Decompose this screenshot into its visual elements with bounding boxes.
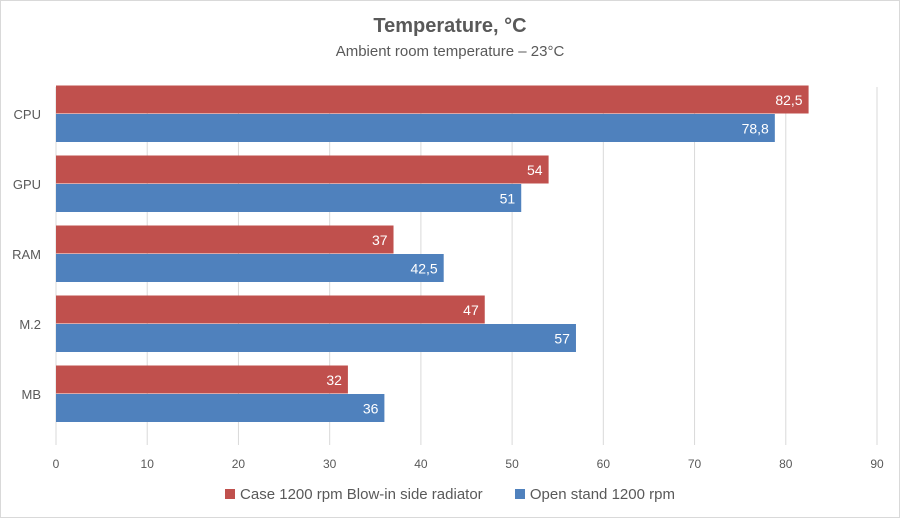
legend-swatch xyxy=(514,489,525,499)
bar xyxy=(56,114,775,142)
data-label: 36 xyxy=(363,400,379,416)
data-label: 57 xyxy=(554,330,570,346)
y-category-label: M.2 xyxy=(19,317,41,332)
chart-title: Temperature, °C xyxy=(373,15,527,37)
data-label: 37 xyxy=(372,232,388,248)
x-tick-label: 10 xyxy=(141,457,155,471)
bar xyxy=(56,324,576,352)
bar xyxy=(56,184,522,212)
bar xyxy=(56,295,485,324)
data-label: 54 xyxy=(527,162,543,178)
bar xyxy=(56,254,444,282)
bar xyxy=(56,155,549,184)
legend-item-open: Open stand 1200 rpm xyxy=(514,486,675,503)
data-label: 47 xyxy=(463,302,479,318)
legend-item-case: Case 1200 rpm Blow-in side radiator xyxy=(225,486,483,503)
y-category-label: GPU xyxy=(13,177,41,192)
x-tick-label: 30 xyxy=(323,457,337,471)
bar xyxy=(56,225,394,254)
x-tick-label: 80 xyxy=(779,457,793,471)
data-label: 32 xyxy=(326,372,342,388)
x-tick-label: 60 xyxy=(597,457,611,471)
data-label: 82,5 xyxy=(775,92,802,108)
data-label: 51 xyxy=(500,190,516,206)
legend-label: Case 1200 rpm Blow-in side radiator xyxy=(240,486,483,503)
x-tick-label: 70 xyxy=(688,457,702,471)
x-tick-label: 90 xyxy=(870,457,884,471)
y-category-label: MB xyxy=(22,387,42,402)
data-label: 42,5 xyxy=(410,260,437,276)
y-category-label: CPU xyxy=(14,107,41,122)
y-category-label: RAM xyxy=(12,247,41,262)
bar xyxy=(56,85,809,114)
data-label: 78,8 xyxy=(742,120,769,136)
bar xyxy=(56,365,348,394)
x-tick-label: 50 xyxy=(505,457,519,471)
bar xyxy=(56,394,385,422)
legend-label: Open stand 1200 rpm xyxy=(529,486,675,503)
x-tick-label: 0 xyxy=(53,457,60,471)
x-tick-label: 20 xyxy=(232,457,246,471)
chart-subtitle: Ambient room temperature – 23°C xyxy=(335,43,565,60)
x-tick-label: 40 xyxy=(414,457,428,471)
legend-swatch xyxy=(225,489,236,499)
legend: Case 1200 rpm Blow-in side radiator Open… xyxy=(1,486,899,503)
